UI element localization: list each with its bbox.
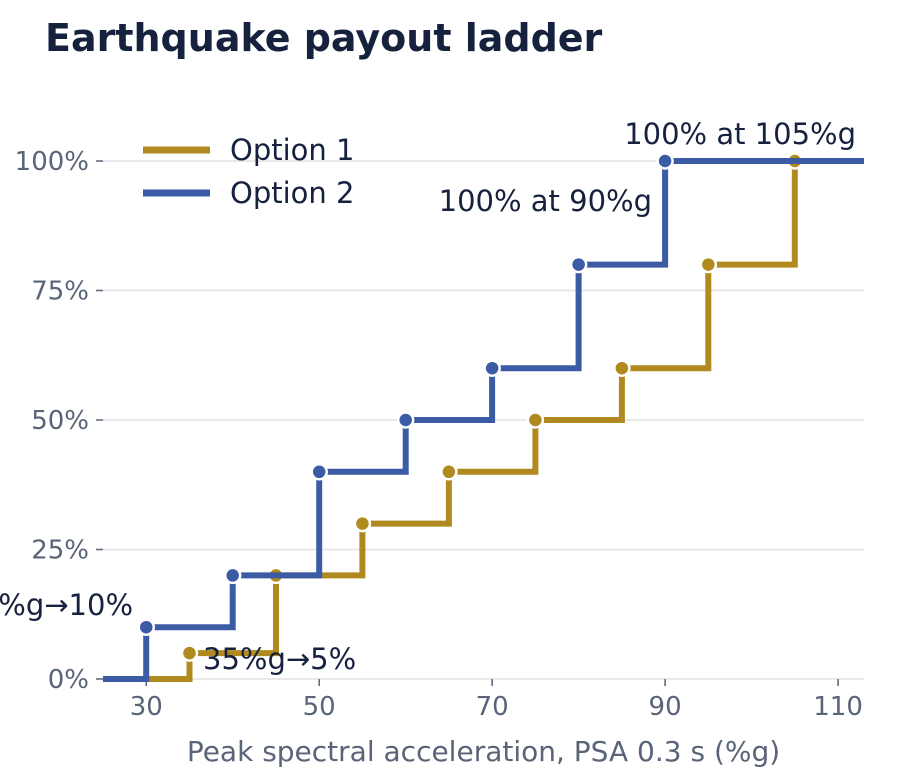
annotation: 100% at 90%g [439, 184, 652, 218]
y-tick-label: 75% [31, 277, 89, 307]
chart-title: Earthquake payout ladder [45, 16, 603, 60]
data-point [396, 411, 415, 429]
data-point [483, 359, 501, 377]
data-point [310, 463, 328, 481]
x-tick-label: 70 [476, 692, 509, 722]
y-tick-label: 50% [31, 406, 89, 436]
annotation: 35%g→5% [203, 642, 356, 676]
annotation: 30%g→10% [0, 588, 133, 622]
y-tick-label: 0% [48, 665, 89, 695]
data-point [137, 618, 155, 636]
data-point [699, 255, 718, 274]
series-line-1 [103, 158, 864, 682]
data-point [353, 514, 372, 533]
x-tick-label: 30 [130, 692, 163, 722]
x-tick-label: 110 [813, 692, 863, 722]
legend-label: Option 1 [230, 133, 354, 167]
x-tick-label: 90 [649, 692, 682, 722]
series-line-2 [103, 158, 864, 682]
data-point [569, 255, 588, 274]
annotation: 100% at 105%g [624, 117, 856, 151]
data-point [656, 152, 674, 170]
legend-label: Option 2 [230, 176, 354, 210]
y-tick-label: 25% [31, 536, 89, 566]
x-tick-label: 50 [303, 692, 336, 722]
data-point [526, 411, 545, 429]
data-point [223, 566, 242, 585]
data-point [613, 359, 631, 377]
data-point [440, 463, 458, 481]
x-axis-label: Peak spectral acceleration, PSA 0.3 s (%… [187, 735, 780, 768]
y-tick-label: 100% [15, 147, 89, 177]
data-point [180, 644, 199, 662]
